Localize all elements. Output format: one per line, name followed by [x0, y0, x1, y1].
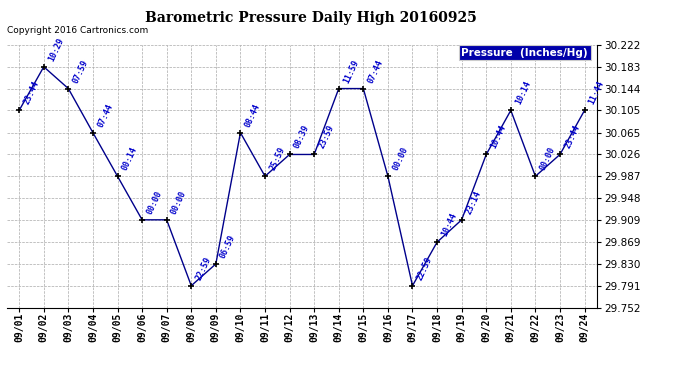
Text: 23:14: 23:14: [464, 189, 483, 216]
Text: 10:44: 10:44: [489, 124, 508, 150]
Text: 22:59: 22:59: [194, 255, 213, 282]
Text: 08:44: 08:44: [243, 102, 262, 129]
Text: 11:44: 11:44: [587, 80, 606, 106]
Text: Pressure  (Inches/Hg): Pressure (Inches/Hg): [462, 48, 588, 58]
Text: 10:14: 10:14: [513, 80, 532, 106]
Text: Barometric Pressure Daily High 20160925: Barometric Pressure Daily High 20160925: [145, 11, 476, 25]
Text: 23:44: 23:44: [563, 124, 582, 150]
Text: 00:14: 00:14: [120, 146, 139, 172]
Text: Copyright 2016 Cartronics.com: Copyright 2016 Cartronics.com: [7, 26, 148, 35]
Text: 10:29: 10:29: [46, 36, 66, 63]
Text: 00:00: 00:00: [538, 146, 557, 172]
Text: 22:59: 22:59: [415, 255, 434, 282]
Text: 25:59: 25:59: [268, 146, 286, 172]
Text: 00:00: 00:00: [170, 189, 188, 216]
Text: 06:59: 06:59: [219, 233, 237, 260]
Text: 07:44: 07:44: [366, 58, 385, 84]
Text: 00:00: 00:00: [391, 146, 409, 172]
Text: 10:44: 10:44: [440, 211, 459, 238]
Text: 07:59: 07:59: [71, 58, 90, 84]
Text: 08:39: 08:39: [293, 124, 311, 150]
Text: 23:59: 23:59: [317, 124, 335, 150]
Text: 11:59: 11:59: [342, 58, 360, 84]
Text: 07:44: 07:44: [96, 102, 115, 129]
Text: 23:44: 23:44: [22, 80, 41, 106]
Text: 00:00: 00:00: [145, 189, 164, 216]
